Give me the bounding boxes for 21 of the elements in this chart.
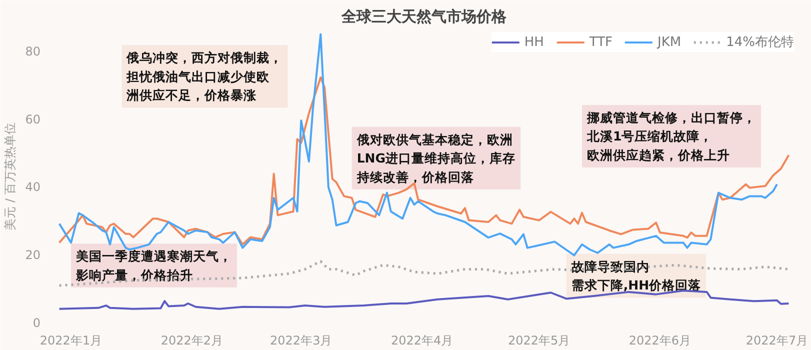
x-tick-label: 2022年3月: [270, 334, 332, 348]
legend-label: JKM: [658, 34, 682, 50]
legend-label: TTF: [589, 34, 613, 50]
y-axis-title: 美元 / 百万英热单位: [3, 122, 18, 230]
legend-label: HH: [524, 34, 544, 50]
annotation: 挪威管道气检修，出口暂停，北溪1号压缩机故障，欧洲供应趋紧，价格上升: [586, 110, 756, 162]
y-tick-label: 0: [32, 316, 41, 330]
y-tick-label: 80: [25, 44, 41, 58]
annotation: 俄乌冲突，西方对俄制裁，担忧俄油气出口减少使欧洲供应不足，价格暴涨: [126, 50, 283, 103]
x-tick-label: 2022年5月: [508, 334, 570, 348]
line-series: [58, 290, 790, 310]
y-tick-label: 60: [25, 112, 41, 126]
chart-title: 全球三大天然气市场价格: [340, 8, 508, 26]
x-tick-label: 2022年2月: [160, 334, 224, 348]
x-tick-label: 2022年6月: [628, 334, 692, 348]
y-tick-label: 20: [25, 248, 41, 262]
y-tick-label: 40: [25, 180, 41, 194]
x-tick-label: 2022年7月: [746, 334, 808, 348]
x-tick-label: 2022年1月: [40, 334, 102, 348]
legend-label: 14%布伦特: [726, 34, 794, 51]
x-tick-label: 2022年4月: [390, 334, 454, 348]
